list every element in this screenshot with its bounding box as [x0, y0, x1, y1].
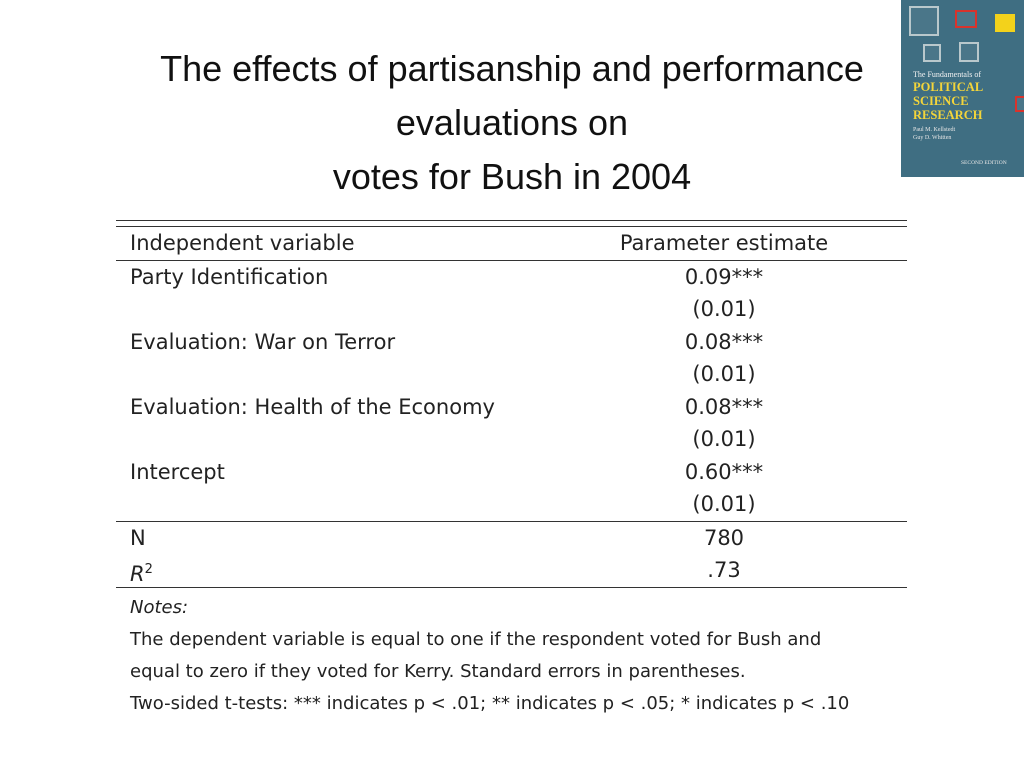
title-line-2: evaluations on [395, 102, 629, 143]
notes-line-2: equal to zero if they voted for Kerry. S… [130, 660, 746, 682]
row-estimate: 0.08*** [684, 329, 764, 354]
table-row-r2: R2 .73 [116, 554, 907, 587]
cover-square-decoration [1015, 96, 1024, 112]
book-cover-image: The Fundamentals of POLITICAL SCIENCE RE… [901, 0, 1024, 177]
row-variable: Evaluation: War on Terror [130, 329, 396, 354]
row-variable: Evaluation: Health of the Economy [130, 394, 495, 419]
r2-letter: R [130, 562, 145, 586]
table-row-se: (0.01) [116, 488, 907, 521]
r2-label: R2 [130, 554, 153, 591]
cover-square-decoration [909, 6, 939, 36]
table-header-rule [116, 259, 907, 261]
slide-title: The effects of partisanship and performa… [40, 42, 984, 204]
cover-authors: Paul M. Kellstedt Guy D. Whitten [913, 126, 1018, 142]
table-row: Intercept 0.60*** [116, 456, 907, 489]
cover-text: The Fundamentals of POLITICAL SCIENCE RE… [913, 70, 1018, 142]
cover-main-line-2: SCIENCE [913, 94, 969, 108]
row-standard-error: (0.01) [692, 362, 756, 386]
cover-main-line-3: RESEARCH [913, 108, 983, 122]
row-estimate: 0.08*** [684, 394, 764, 419]
notes-line-1: The dependent variable is equal to one i… [130, 628, 822, 650]
table-row-se: (0.01) [116, 423, 907, 456]
cover-edition: SECOND EDITION [961, 160, 1007, 166]
table-row-n: N 780 [116, 522, 907, 555]
n-label: N [130, 525, 146, 550]
table-top-rule [116, 220, 907, 221]
row-variable: Intercept [130, 459, 225, 484]
title-line-1: The effects of partisanship and performa… [160, 48, 864, 89]
table-notes: Notes: The dependent variable is equal t… [116, 592, 907, 720]
table-top-rule [116, 226, 907, 227]
row-estimate: 0.60*** [684, 459, 764, 484]
row-variable: Party Identification [130, 264, 329, 289]
table-row: Evaluation: Health of the Economy 0.08**… [116, 391, 907, 424]
row-standard-error: (0.01) [692, 297, 756, 321]
table-row: Party Identification 0.09*** [116, 261, 907, 294]
header-estimate: Parameter estimate [619, 231, 829, 255]
header-variable: Independent variable [130, 231, 355, 255]
cover-square-decoration [995, 14, 1015, 32]
table-row: Evaluation: War on Terror 0.08*** [116, 326, 907, 359]
title-line-3: votes for Bush in 2004 [332, 156, 692, 197]
row-estimate: 0.09*** [684, 264, 764, 289]
regression-table: Independent variable Parameter estimate … [116, 220, 907, 720]
r2-value: .73 [707, 558, 741, 582]
notes-line-3: Two-sided t-tests: *** indicates p < .01… [130, 692, 850, 714]
cover-square-decoration [959, 42, 979, 62]
notes-label: Notes: [130, 596, 189, 618]
cover-author-1: Paul M. Kellstedt [913, 127, 956, 133]
cover-author-2: Guy D. Whitten [913, 135, 952, 141]
table-bottom-rule [116, 586, 907, 588]
row-standard-error: (0.01) [692, 492, 756, 516]
cover-main-line-1: POLITICAL [913, 80, 984, 94]
table-row-se: (0.01) [116, 293, 907, 326]
table-header-row: Independent variable Parameter estimate [116, 227, 907, 260]
row-standard-error: (0.01) [692, 427, 756, 451]
table-mid-rule [116, 520, 907, 522]
n-value: 780 [703, 525, 745, 550]
r2-superscript: 2 [144, 562, 153, 577]
cover-top-text: The Fundamentals of [913, 70, 981, 79]
cover-square-decoration [923, 44, 941, 62]
table-row-se: (0.01) [116, 358, 907, 391]
cover-square-decoration [955, 10, 977, 28]
